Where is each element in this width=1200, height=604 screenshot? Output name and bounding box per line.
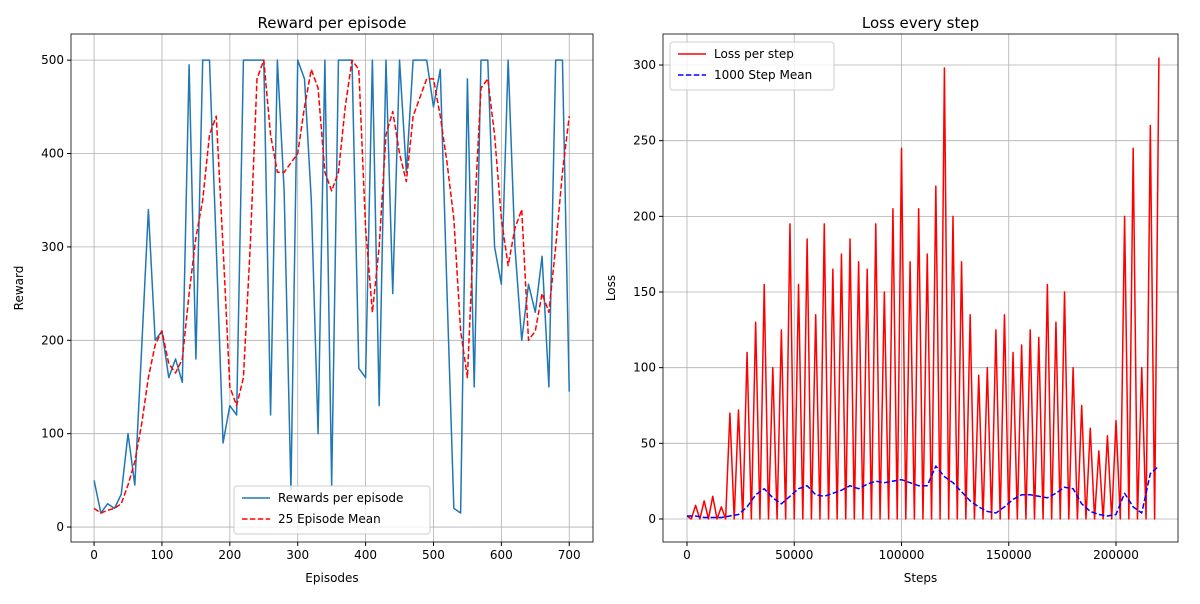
plot-area <box>686 57 1160 520</box>
x-tick-label: 600 <box>490 548 513 562</box>
legend-label: 1000 Step Mean <box>714 68 812 82</box>
axes-frame <box>662 33 1179 543</box>
axes-frame <box>70 33 594 543</box>
x-tick-label: 50000 <box>775 548 813 562</box>
y-tick-label: 50 <box>641 436 656 450</box>
series-line <box>686 57 1160 520</box>
legend: Rewards per episode 25 Episode Mean <box>233 485 431 535</box>
x-tick-label: 0 <box>683 548 691 562</box>
y-tick-label: 100 <box>633 361 656 375</box>
y-tick-label: 300 <box>633 58 656 72</box>
x-tick-label: 150000 <box>986 548 1032 562</box>
series-line <box>93 59 570 514</box>
y-tick-label: 200 <box>41 333 64 347</box>
x-tick-label: 500 <box>422 548 445 562</box>
series-line <box>687 465 1160 519</box>
x-tick-label: 100000 <box>879 548 925 562</box>
y-tick-label: 400 <box>41 147 64 161</box>
y-tick-label: 200 <box>633 209 656 223</box>
chart-title: Loss every step <box>862 14 979 32</box>
y-axis-label: Reward <box>12 266 26 311</box>
y-tick-label: 150 <box>633 285 656 299</box>
y-tick-label: 0 <box>648 512 656 526</box>
x-tick-label: 200 <box>218 548 241 562</box>
y-tick-label: 250 <box>633 134 656 148</box>
chart-title: Reward per episode <box>258 14 407 32</box>
legend-box <box>669 41 835 91</box>
y-tick-label: 500 <box>41 53 64 67</box>
x-tick-label: 700 <box>558 548 581 562</box>
series-line <box>93 59 570 514</box>
legend-box <box>233 485 431 535</box>
x-tick-label: 400 <box>354 548 377 562</box>
y-tick-label: 300 <box>41 240 64 254</box>
legend-label: Rewards per episode <box>278 491 403 505</box>
y-tick-label: 0 <box>56 520 64 534</box>
x-tick-label: 300 <box>286 548 309 562</box>
y-tick-label: 100 <box>41 427 64 441</box>
x-axis-label: Steps <box>904 571 938 585</box>
x-tick-label: 100 <box>151 548 174 562</box>
y-axis-label: Loss <box>604 275 618 301</box>
plot-area <box>93 59 570 514</box>
x-tick-label: 0 <box>90 548 98 562</box>
x-axis-label: Episodes <box>305 571 358 585</box>
legend-label: Loss per step <box>714 47 794 61</box>
legend-label: 25 Episode Mean <box>278 512 381 526</box>
legend: Loss per step 1000 Step Mean <box>669 41 835 91</box>
x-tick-label: 200000 <box>1093 548 1139 562</box>
